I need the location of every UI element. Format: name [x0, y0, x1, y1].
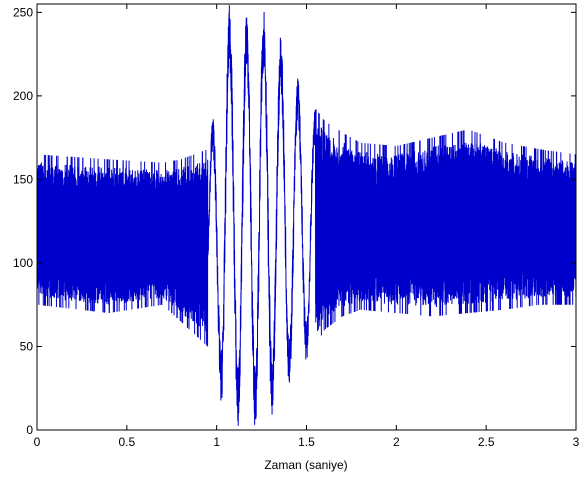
x-tick-label: 0.5: [118, 435, 135, 449]
y-tick-label: 100: [13, 256, 33, 270]
x-tick-label: 0: [34, 435, 41, 449]
x-tick-label: 2.5: [478, 435, 495, 449]
x-tick-label: 1: [213, 435, 220, 449]
x-tick-label: 1.5: [298, 435, 315, 449]
y-tick-label: 50: [20, 339, 34, 353]
x-tick-label: 3: [573, 435, 579, 449]
x-axis: 0 0.5 1 1.5 2 2.5 3: [34, 4, 579, 449]
y-tick-label: 200: [13, 89, 33, 103]
y-tick-label: 0: [26, 423, 33, 437]
y-tick-label: 250: [13, 5, 33, 19]
y-tick-label: 150: [13, 172, 33, 186]
x-axis-title: Zaman (saniye): [264, 458, 347, 472]
x-tick-label: 2: [393, 435, 400, 449]
y-axis: 0 50 100 150 200 250: [13, 5, 576, 437]
signal-series: [37, 5, 576, 426]
signal-line: [37, 5, 576, 426]
